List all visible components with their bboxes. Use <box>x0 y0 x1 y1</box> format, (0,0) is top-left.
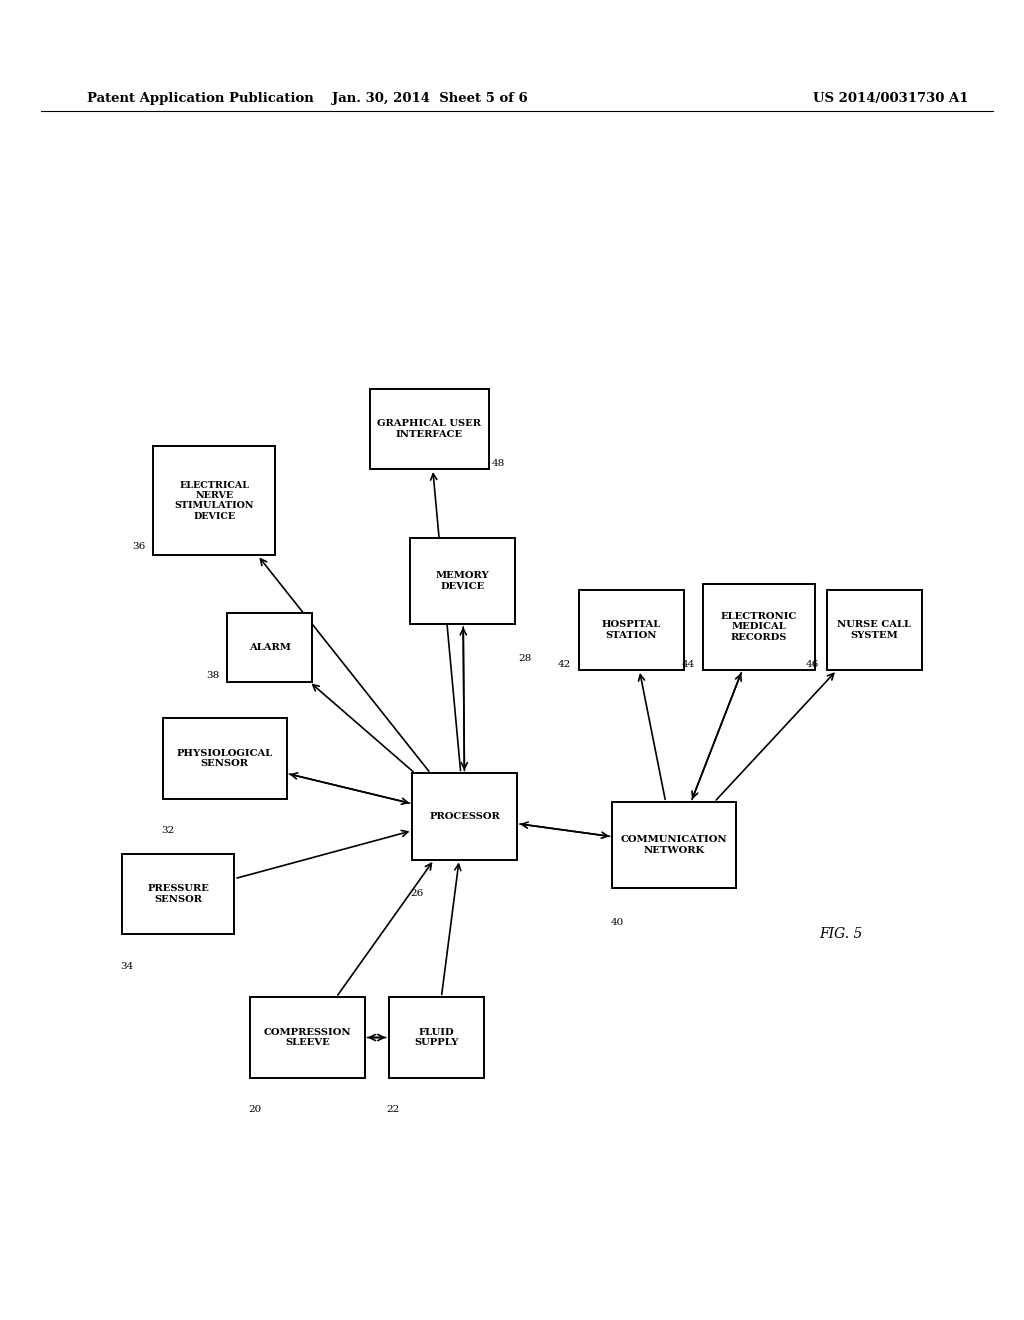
Bar <box>826 590 922 671</box>
Text: 48: 48 <box>492 459 505 467</box>
Text: 32: 32 <box>161 826 174 836</box>
Text: FLUID
SUPPLY: FLUID SUPPLY <box>414 1028 459 1047</box>
Text: 34: 34 <box>120 962 133 970</box>
Bar <box>154 446 275 556</box>
Text: 46: 46 <box>806 660 819 669</box>
Text: Patent Application Publication: Patent Application Publication <box>87 92 313 106</box>
Text: PHYSIOLOGICAL
SENSOR: PHYSIOLOGICAL SENSOR <box>176 748 272 768</box>
Bar <box>411 539 515 624</box>
Text: ALARM: ALARM <box>249 643 291 652</box>
Text: PROCESSOR: PROCESSOR <box>429 812 500 821</box>
Text: GRAPHICAL USER
INTERFACE: GRAPHICAL USER INTERFACE <box>377 420 481 438</box>
Text: ELECTRONIC
MEDICAL
RECORDS: ELECTRONIC MEDICAL RECORDS <box>721 612 798 642</box>
Bar <box>702 583 815 671</box>
Bar <box>122 854 234 935</box>
Text: 26: 26 <box>411 890 424 899</box>
Text: PRESSURE
SENSOR: PRESSURE SENSOR <box>147 884 209 904</box>
Text: COMPRESSION
SLEEVE: COMPRESSION SLEEVE <box>264 1028 351 1047</box>
Bar <box>163 718 287 799</box>
Text: 22: 22 <box>387 1105 400 1114</box>
Text: COMMUNICATION
NETWORK: COMMUNICATION NETWORK <box>621 836 728 855</box>
Bar <box>226 612 312 681</box>
Text: Jan. 30, 2014  Sheet 5 of 6: Jan. 30, 2014 Sheet 5 of 6 <box>332 92 528 106</box>
Text: ELECTRICAL
NERVE
STIMULATION
DEVICE: ELECTRICAL NERVE STIMULATION DEVICE <box>174 480 254 521</box>
Text: FIG. 5: FIG. 5 <box>819 927 862 941</box>
Bar <box>413 774 517 859</box>
Text: HOSPITAL
STATION: HOSPITAL STATION <box>602 620 662 639</box>
Text: NURSE CALL
SYSTEM: NURSE CALL SYSTEM <box>838 620 911 639</box>
Bar <box>612 803 736 888</box>
Text: 44: 44 <box>682 660 695 669</box>
Bar <box>388 998 483 1077</box>
Text: 42: 42 <box>558 660 571 669</box>
Text: 20: 20 <box>249 1105 262 1114</box>
Text: MEMORY
DEVICE: MEMORY DEVICE <box>436 572 489 591</box>
Text: 40: 40 <box>610 919 624 927</box>
Bar <box>251 998 365 1077</box>
Text: US 2014/0031730 A1: US 2014/0031730 A1 <box>813 92 969 106</box>
Text: 38: 38 <box>206 672 219 680</box>
Text: 36: 36 <box>132 541 145 550</box>
Bar <box>579 590 684 671</box>
Text: 28: 28 <box>518 653 531 663</box>
Bar <box>370 388 488 469</box>
